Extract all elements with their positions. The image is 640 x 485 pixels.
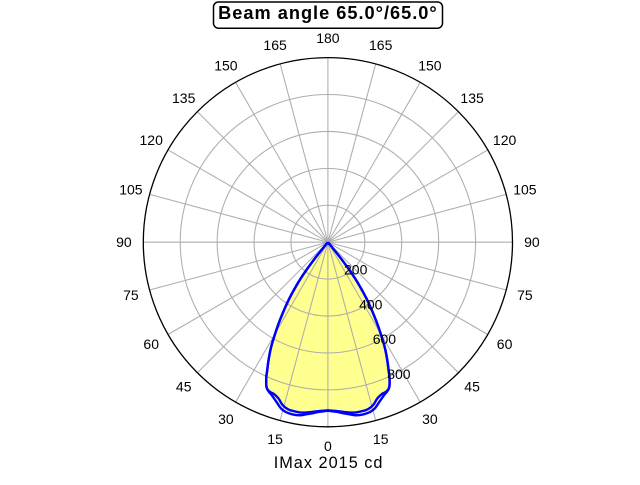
svg-text:IMax 2015 cd: IMax 2015 cd [274, 454, 384, 472]
svg-text:105: 105 [513, 181, 537, 197]
svg-text:30: 30 [218, 411, 234, 427]
svg-text:105: 105 [119, 181, 143, 197]
svg-text:400: 400 [359, 296, 383, 312]
svg-text:15: 15 [373, 431, 389, 447]
svg-text:165: 165 [369, 37, 393, 53]
svg-text:150: 150 [418, 58, 442, 74]
svg-text:135: 135 [460, 90, 484, 106]
svg-text:120: 120 [493, 132, 517, 148]
svg-text:75: 75 [517, 287, 533, 303]
svg-text:200: 200 [344, 262, 368, 278]
svg-text:Beam angle 65.0°/65.0°: Beam angle 65.0°/65.0° [218, 3, 438, 23]
svg-text:150: 150 [214, 58, 238, 74]
svg-text:60: 60 [143, 336, 159, 352]
svg-text:45: 45 [464, 378, 480, 394]
svg-text:120: 120 [140, 132, 164, 148]
svg-text:45: 45 [176, 378, 192, 394]
svg-text:135: 135 [172, 90, 196, 106]
svg-text:600: 600 [373, 331, 397, 347]
svg-text:90: 90 [524, 234, 540, 250]
svg-text:180: 180 [316, 30, 340, 46]
svg-text:90: 90 [116, 234, 132, 250]
svg-text:75: 75 [123, 287, 139, 303]
svg-text:800: 800 [387, 366, 411, 382]
svg-text:0: 0 [324, 438, 332, 454]
svg-text:165: 165 [263, 37, 287, 53]
svg-text:30: 30 [422, 411, 438, 427]
svg-text:60: 60 [497, 336, 513, 352]
svg-text:15: 15 [267, 431, 283, 447]
